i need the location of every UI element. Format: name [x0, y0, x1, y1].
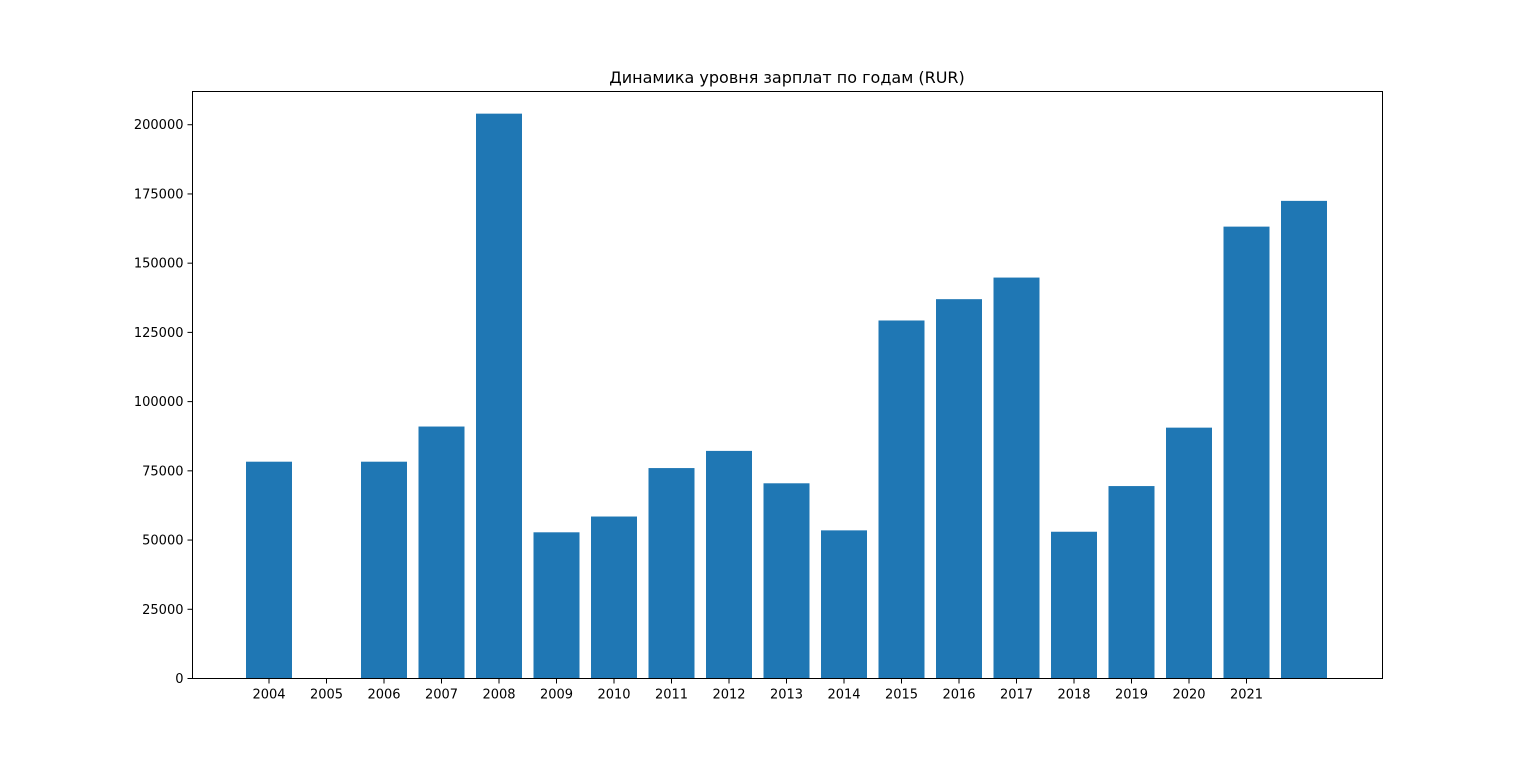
y-tick-label: 75000: [142, 464, 183, 479]
x-tick-label: 2019: [1115, 688, 1148, 703]
x-tick-label: 2021: [1230, 688, 1263, 703]
x-tick-label: 2014: [827, 688, 860, 703]
x-tick-label: 2020: [1172, 688, 1205, 703]
y-axis: 0 25000 50000 75000 100000 125000 150000 175000…: [134, 118, 193, 687]
bar: [763, 483, 810, 679]
bar: [993, 277, 1040, 679]
bar: [1223, 226, 1270, 679]
x-tick-label: 2017: [1000, 688, 1033, 703]
y-tick-label: 150000: [134, 257, 184, 272]
x-axis: 2004 2005 2006 2007 2008 2009 2010 2011 2012 2013…: [252, 678, 1263, 703]
x-tick-label: 2015: [885, 688, 918, 703]
plot-frame: [192, 91, 1383, 679]
x-tick-label: 2009: [540, 688, 573, 703]
bar: [1281, 200, 1327, 679]
y-tick-label: 200000: [134, 118, 184, 133]
y-tick-label: 100000: [134, 395, 184, 410]
x-tick-label: 2011: [655, 688, 688, 703]
bar: [1108, 486, 1155, 679]
x-tick-label: 2007: [425, 688, 458, 703]
y-tick-label: 125000: [134, 326, 184, 341]
bar: [476, 113, 522, 679]
x-tick-label: 2008: [482, 688, 515, 703]
y-tick-label: 175000: [134, 187, 184, 202]
bar: [418, 426, 465, 679]
x-tick-label: 2006: [367, 688, 400, 703]
y-tick-label: 0: [175, 672, 183, 687]
x-tick-label: 2016: [942, 688, 975, 703]
y-tick-label: 25000: [142, 603, 183, 618]
bar: [706, 450, 752, 679]
bar: [361, 461, 407, 679]
bar: [648, 468, 695, 679]
bar: [936, 299, 982, 679]
bars-group: [246, 113, 1327, 679]
bar: [246, 461, 292, 679]
x-tick-label: 2005: [310, 688, 343, 703]
x-tick-label: 2004: [252, 688, 285, 703]
x-tick-label: 2013: [770, 688, 803, 703]
y-tick-label: 50000: [142, 534, 183, 549]
bar: [821, 530, 867, 679]
x-tick-label: 2010: [597, 688, 630, 703]
chart-title: Динамика уровня зарплат по годам (RUR): [609, 68, 965, 87]
bar: [1051, 531, 1097, 679]
bar: [1166, 427, 1212, 679]
x-tick-label: 2012: [712, 688, 745, 703]
bar: [878, 320, 925, 679]
bar: [533, 532, 580, 679]
bar: [591, 516, 637, 679]
x-tick-label: 2018: [1057, 688, 1090, 703]
